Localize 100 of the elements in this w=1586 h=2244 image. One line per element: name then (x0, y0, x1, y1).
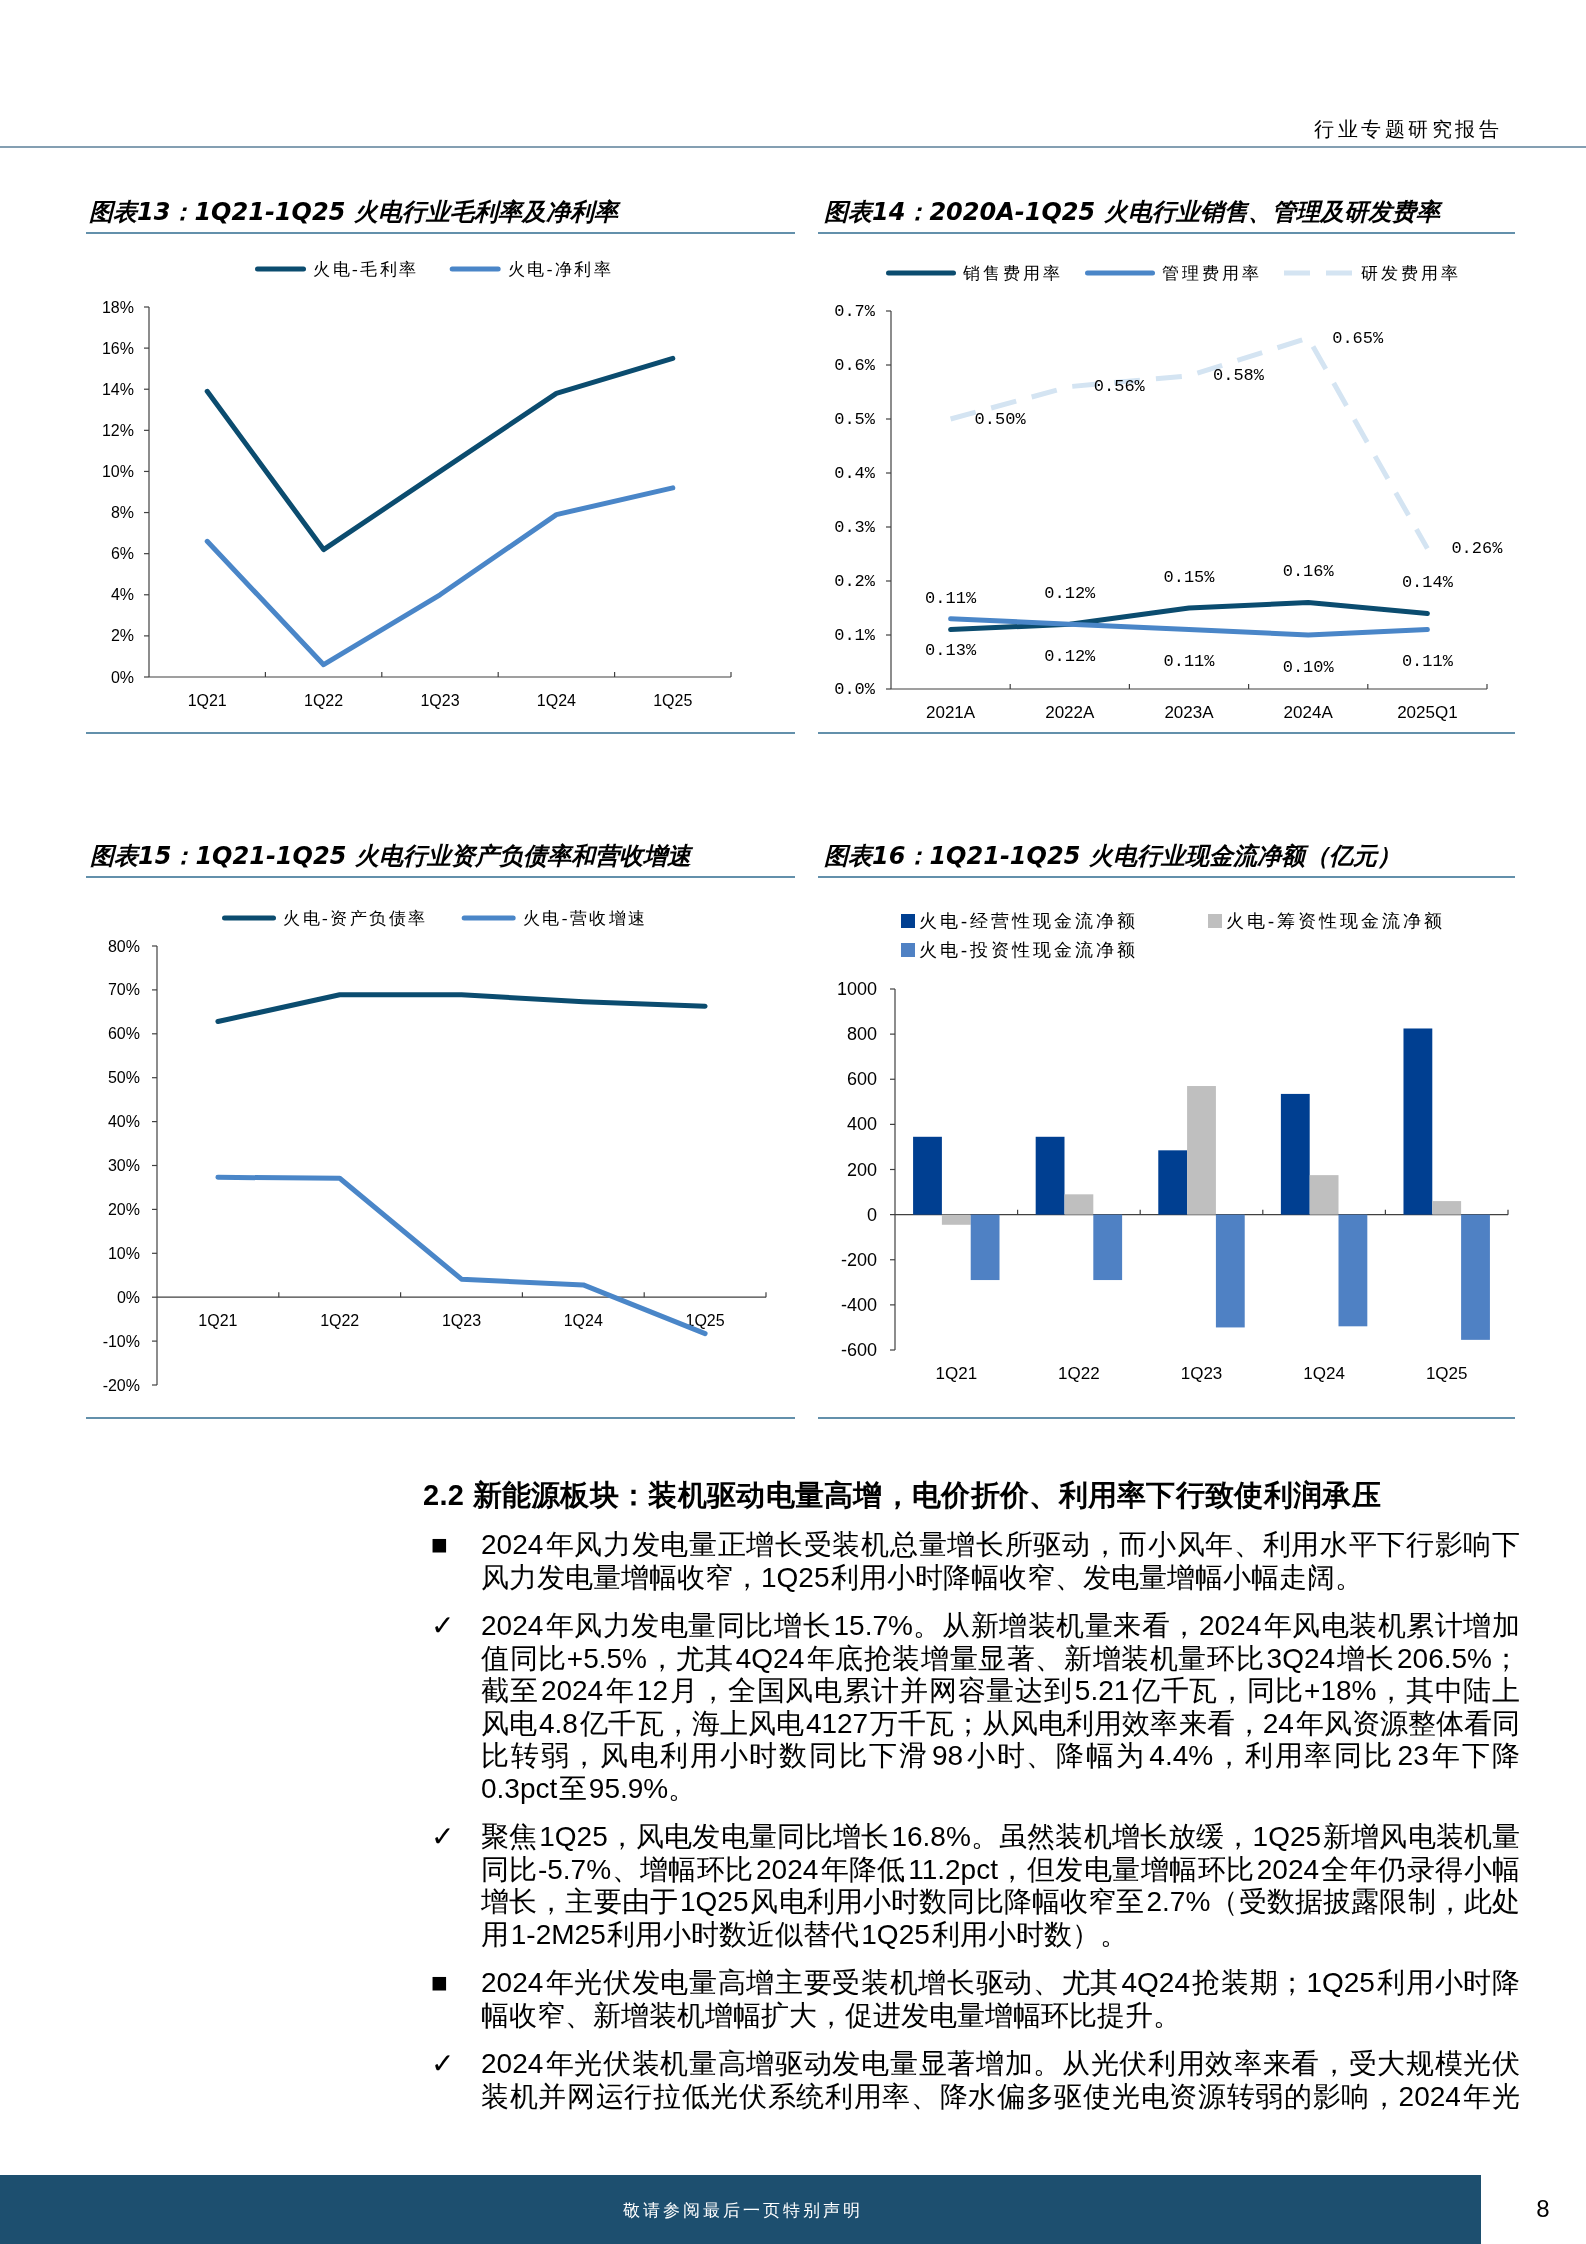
bar (1158, 1150, 1188, 1215)
y-tick-label: 12% (101, 421, 134, 439)
text: 敬请参阅最后一页特别声明 (623, 2200, 863, 2220)
text: ✓ 2024 年光伏装机量高增驱动发电量显著增加。从光伏利用效率来看，受大规模光伏装机并网运行拉低光伏系统利用率、降水偏多驱使光电资源转弱的影响，2024 年光 (431, 2048, 1520, 2113)
y-tick-label: 10% (107, 1244, 140, 1262)
y-tick-label: 60% (107, 1025, 140, 1043)
data-label: 0.12% (1044, 646, 1097, 666)
legend-label: 火电-筹资性现金流净额 (1226, 911, 1445, 931)
data-label: 0.12% (1044, 583, 1097, 603)
data-label: 0.26% (1451, 539, 1504, 559)
x-tick-label: 1Q23 (1180, 1363, 1223, 1383)
data-label: 0.58% (1213, 366, 1265, 386)
bar (1215, 1214, 1245, 1328)
legend-label: 火电-营收增速 (522, 908, 648, 928)
x-tick-label: 1Q22 (304, 691, 344, 709)
y-tick-label: 0.5% (834, 409, 876, 429)
data-label: 0.10% (1282, 657, 1335, 677)
legend-label: 火电-投资性现金流净额 (919, 940, 1138, 960)
x-tick-label: 2025Q1 (1397, 702, 1458, 722)
bar (1093, 1214, 1123, 1281)
y-tick-label: 40% (107, 1113, 140, 1131)
x-tick-label: 1Q22 (1058, 1363, 1100, 1383)
y-tick-label: 70% (107, 981, 140, 999)
x-tick-label: 1Q23 (420, 691, 460, 709)
bar (1461, 1214, 1490, 1340)
data-label: 0.11% (1163, 652, 1216, 672)
y-tick-label: 18% (101, 298, 134, 316)
chart-title: 图表14：2020A-1Q25 火电行业销售、管理及研发费率 (824, 198, 1443, 226)
y-tick-label: -600 (840, 1340, 877, 1360)
text: 行业专题研究报告 (1314, 118, 1502, 140)
x-tick-label: 1Q24 (536, 691, 577, 709)
y-tick-label: -10% (102, 1332, 140, 1350)
bar (1280, 1093, 1310, 1215)
legend-label: 管理费用率 (1162, 263, 1262, 283)
data-label: 0.50% (974, 409, 1027, 429)
x-tick-label: 1Q23 (441, 1311, 482, 1329)
data-label: 0.56% (1093, 377, 1146, 397)
y-tick-label: 600 (846, 1069, 877, 1090)
text: 2.2 新能源板块：装机驱动电量高增，电价折价、利用率下行致使利润承压 (423, 1478, 1382, 1512)
data-label: 0.11% (925, 589, 977, 609)
bar (1035, 1136, 1065, 1215)
chart-title: 图表15：1Q21-1Q25 火电行业资产负债率和营收增速 (90, 842, 694, 870)
y-tick-label: 20% (107, 1200, 140, 1218)
chart-title: 图表16：1Q21-1Q25 火电行业现金流净额（亿元） (824, 842, 1401, 870)
y-tick-label: 16% (101, 339, 134, 357)
legend-label: 火电-资产负债率 (283, 908, 428, 928)
x-tick-label: 1Q21 (935, 1363, 978, 1383)
legend-label: 火电-毛利率 (313, 259, 419, 279)
y-tick-label: 80% (107, 937, 140, 955)
text: ■ 2024 年光伏发电量高增主要受装机增长驱动、尤其 4Q24 抢装期；1Q25 利用小时降幅收窄、新增装机增幅扩大，促进发电量增幅环比提升。 (431, 1967, 1520, 2032)
x-tick-label: 1Q22 (320, 1311, 360, 1329)
legend-label: 研发费用率 (1361, 263, 1461, 283)
data-label: 0.15% (1163, 567, 1216, 587)
y-tick-label: 50% (107, 1069, 140, 1087)
y-tick-label: 0.7% (834, 301, 876, 321)
y-tick-label: 0% (110, 668, 134, 686)
y-tick-label: 0.6% (834, 355, 876, 375)
y-tick-label: 400 (846, 1114, 877, 1135)
y-tick-label: -400 (840, 1294, 877, 1315)
text: ■ 2024 年风力发电量正增长受装机总量增长所驱动，而小风年、利用水平下行影响下风力发电量增幅收窄，1Q25 利用小时降幅收窄、发电量增幅小幅走阔。 (431, 1529, 1520, 1594)
x-tick-label: 2023A (1164, 702, 1215, 722)
legend-label: 火电-经营性现金流净额 (919, 911, 1138, 931)
x-tick-label: 2024A (1283, 702, 1334, 722)
y-tick-label: -20% (102, 1376, 140, 1394)
y-tick-label: 10% (101, 462, 134, 480)
bar (1187, 1086, 1216, 1215)
text: ✓ 2024 年风力发电量同比增长 15.7%。从新增装机量来看，2024 年风电装机累计增加值同比+5.5%，尤其 4Q24 年底抢装增量显著、新增装机量环比 3Q24 增长 206.5%；截至 2024 年 12 月，全国风电累计并网容量达到 5.21 亿千瓦，同比+18%，其中陆上风电 4.8 亿千瓦，海上风电 4127 万千瓦；从风电利用效率来看，24 年风资源整体看同比转弱，风电利用小时数同比下滑 98 小时、降幅为 4.4%，利用率同比 23 年下降 0.3pct 至 95.9%。 (431, 1610, 1520, 1805)
y-tick-label: 30% (107, 1157, 140, 1174)
text: 8 (1536, 2194, 1550, 2222)
y-tick-label: 6% (110, 545, 134, 563)
x-tick-label: 1Q25 (653, 691, 693, 709)
bar (1064, 1194, 1094, 1215)
bar (1309, 1175, 1339, 1215)
y-tick-label: -200 (840, 1249, 877, 1270)
y-tick-label: 2% (110, 627, 134, 645)
x-tick-label: 2022A (1045, 702, 1096, 722)
data-label: 0.11% (1401, 652, 1454, 672)
bar (1432, 1201, 1462, 1215)
x-tick-label: 1Q25 (1425, 1363, 1468, 1383)
x-tick-label: 1Q24 (563, 1311, 603, 1329)
y-tick-label: 200 (846, 1159, 877, 1180)
x-tick-label: 2021A (926, 702, 976, 722)
bar (970, 1214, 1000, 1281)
y-tick-label: 4% (110, 586, 134, 604)
bar (1403, 1028, 1433, 1215)
x-tick-label: 1Q21 (187, 691, 227, 709)
y-tick-label: 800 (846, 1024, 877, 1045)
legend-label: 火电-净利率 (507, 259, 614, 279)
x-tick-label: 1Q21 (198, 1311, 238, 1329)
y-tick-label: 1000 (836, 979, 877, 999)
y-tick-label: 0.3% (834, 517, 876, 537)
data-label: 0.14% (1401, 572, 1454, 592)
chart-title: 图表13：1Q21-1Q25 火电行业毛利率及净利率 (89, 198, 621, 226)
data-label: 0.13% (925, 641, 977, 661)
y-tick-label: 0 (866, 1204, 877, 1225)
y-tick-label: 0.2% (834, 571, 876, 591)
y-tick-label: 8% (110, 504, 134, 522)
data-label: 0.16% (1282, 562, 1335, 582)
x-tick-label: 1Q25 (685, 1311, 725, 1329)
bar (913, 1136, 942, 1215)
